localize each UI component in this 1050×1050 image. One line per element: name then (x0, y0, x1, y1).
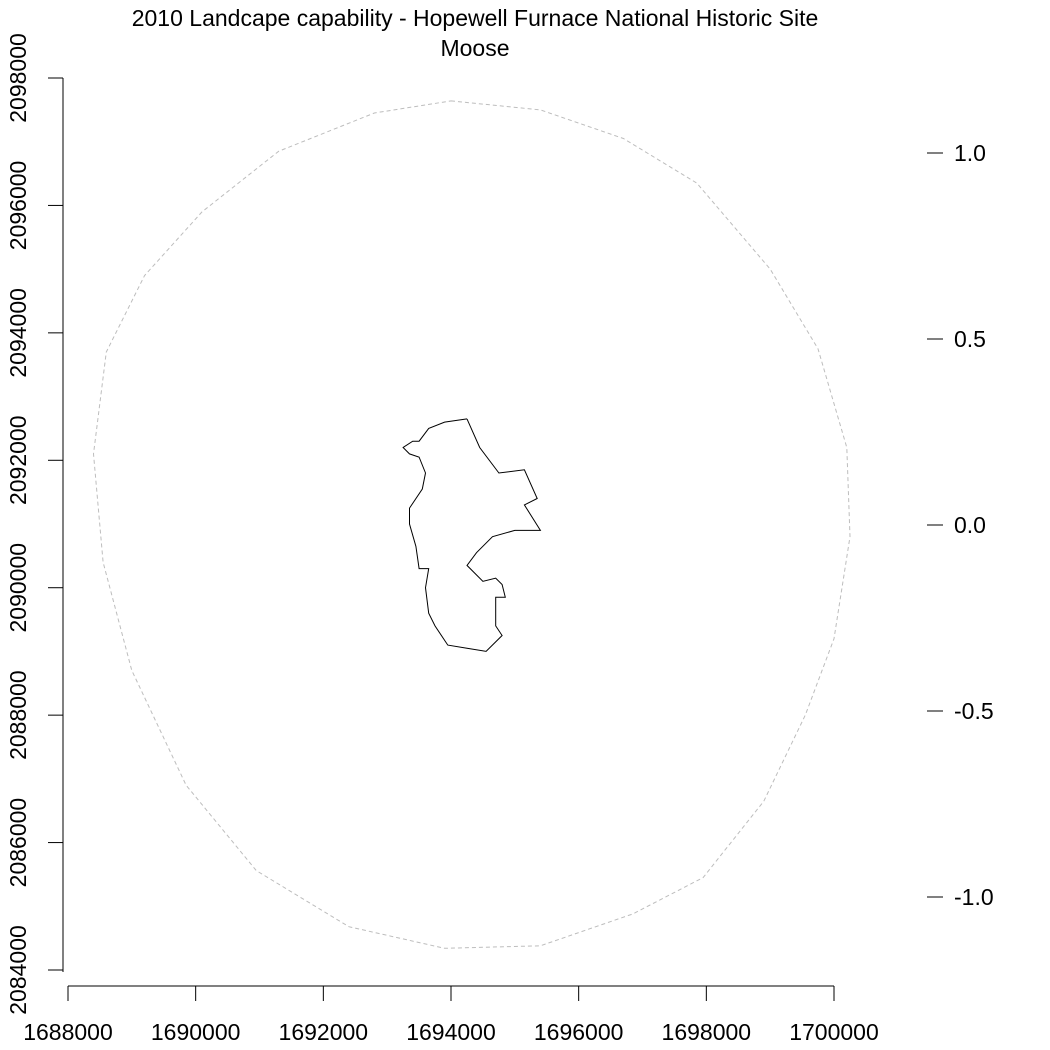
legend-tick-label: -1.0 (954, 884, 994, 910)
x-tick-label: 1694000 (406, 1019, 496, 1045)
y-tick-label: 2086000 (5, 798, 31, 888)
legend-tick-label: -0.5 (954, 698, 994, 724)
y-tick-label: 2088000 (5, 670, 31, 760)
y-tick-label: 2084000 (5, 925, 31, 1015)
park-boundary (402, 418, 542, 652)
chart-title: 2010 Landcape capability - Hopewell Furn… (132, 5, 819, 31)
x-axis: 1688000 1690000 1692000 1694000 1696000 16980… (23, 985, 879, 1045)
y-tick-label: 2098000 (5, 33, 31, 123)
x-tick-label: 1696000 (534, 1019, 624, 1045)
legend-tick-label: 0.5 (954, 326, 986, 352)
y-tick-label: 2090000 (5, 543, 31, 633)
legend-tick-label: 1.0 (954, 140, 986, 166)
x-tick-label: 1700000 (789, 1019, 879, 1045)
legend-tick-label: 0.0 (954, 512, 986, 538)
y-tick-label: 2094000 (5, 288, 31, 378)
chart-subtitle: Moose (440, 35, 509, 61)
x-tick-label: 1688000 (23, 1019, 113, 1045)
y-tick-label: 2092000 (5, 416, 31, 506)
buffer-outline (92, 100, 851, 949)
x-tick-label: 1692000 (279, 1019, 369, 1045)
legend-scale: 1.0 0.5 0.0 -0.5 -1.0 (927, 140, 994, 910)
y-axis: 2084000 2086000 2088000 2090000 2092000 20940… (5, 33, 64, 1015)
x-tick-label: 1690000 (151, 1019, 241, 1045)
x-tick-label: 1698000 (662, 1019, 752, 1045)
y-tick-label: 2096000 (5, 161, 31, 251)
